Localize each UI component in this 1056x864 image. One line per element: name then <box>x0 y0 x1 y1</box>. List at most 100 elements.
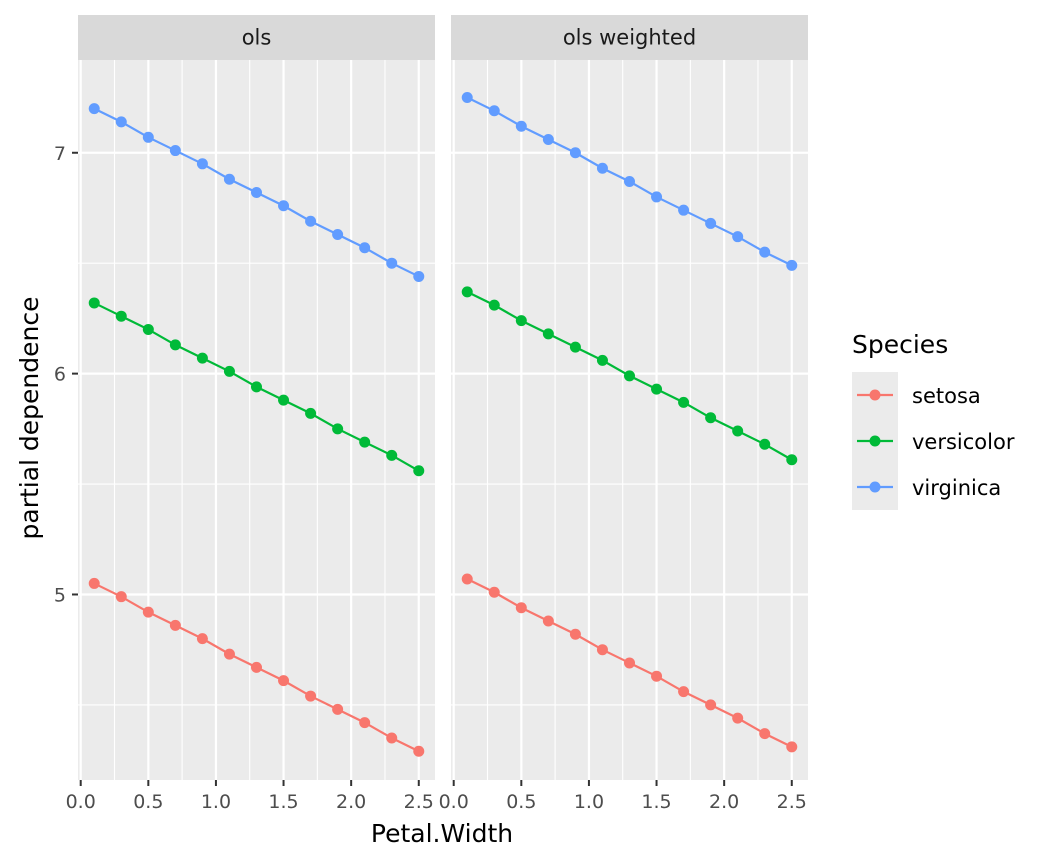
data-point-setosa <box>115 591 127 603</box>
data-point-setosa <box>651 670 663 682</box>
data-point-virginica <box>223 173 235 185</box>
facet-strip-label: ols <box>242 26 272 50</box>
x-axis-title: Petal.Width <box>371 819 513 848</box>
x-tick-label: 1.5 <box>268 791 298 813</box>
legend-key-point-versicolor <box>869 435 881 447</box>
data-point-virginica <box>515 120 527 132</box>
data-point-setosa <box>488 586 500 598</box>
data-point-virginica <box>678 204 690 216</box>
y-axis-title: partial dependence <box>15 297 44 540</box>
data-point-virginica <box>278 200 290 212</box>
legend-key-point-setosa <box>869 389 881 401</box>
data-point-versicolor <box>569 341 581 353</box>
data-point-setosa <box>142 606 154 618</box>
x-tick-label: 2.0 <box>709 791 739 813</box>
legend-label-setosa: setosa <box>912 384 981 408</box>
data-point-versicolor <box>196 352 208 364</box>
data-point-setosa <box>542 615 554 627</box>
data-point-virginica <box>196 158 208 170</box>
panel-1: ols 0.0 0.5 1.0 1.5 2.0 2.5 5 6 7 <box>54 15 435 813</box>
data-point-versicolor <box>169 339 181 351</box>
data-point-versicolor <box>759 438 771 450</box>
data-point-versicolor <box>651 383 663 395</box>
data-point-setosa <box>569 628 581 640</box>
data-point-virginica <box>88 103 100 115</box>
data-point-versicolor <box>359 436 371 448</box>
data-point-versicolor <box>705 412 717 424</box>
data-point-virginica <box>142 131 154 143</box>
data-point-virginica <box>115 116 127 128</box>
data-point-setosa <box>705 699 717 711</box>
series-versicolor <box>461 286 798 466</box>
data-point-setosa <box>386 732 398 744</box>
data-point-virginica <box>488 105 500 117</box>
panel-background <box>78 60 435 780</box>
facet-strip <box>78 15 435 60</box>
data-point-versicolor <box>732 425 744 437</box>
x-tick-label: 2.0 <box>336 791 366 813</box>
data-point-setosa <box>278 675 290 687</box>
data-point-virginica <box>651 191 663 203</box>
panels-layer: ols 0.0 0.5 1.0 1.5 2.0 2.5 5 6 7 ols weighted 0.0 0… <box>54 15 808 813</box>
legend: Species setosa versicolor virginica <box>852 330 1015 510</box>
data-point-versicolor <box>223 365 235 377</box>
series-virginica <box>88 103 425 282</box>
data-point-virginica <box>542 134 554 146</box>
legend-label-virginica: virginica <box>912 476 1001 500</box>
legend-keys: setosa versicolor virginica <box>852 372 1015 510</box>
data-point-virginica <box>732 231 744 243</box>
data-point-versicolor <box>624 370 635 382</box>
data-point-setosa <box>678 686 690 698</box>
x-tick-label: 0.0 <box>439 791 469 813</box>
data-point-setosa <box>596 644 608 656</box>
x-tick-label: 1.5 <box>641 791 671 813</box>
panel-2: ols weighted 0.0 0.5 1.0 1.5 2.0 2.5 <box>439 15 808 813</box>
data-point-versicolor <box>251 381 262 393</box>
data-point-versicolor <box>386 449 398 461</box>
panel-background <box>451 60 808 780</box>
data-point-versicolor <box>305 407 317 419</box>
data-point-setosa <box>515 602 527 614</box>
legend-label-versicolor: versicolor <box>912 430 1015 454</box>
data-point-versicolor <box>461 286 473 298</box>
y-tick-label: 5 <box>54 584 66 606</box>
facet-strip-label: ols weighted <box>563 26 696 50</box>
data-point-versicolor <box>786 454 798 466</box>
data-point-versicolor <box>115 310 127 322</box>
data-point-virginica <box>705 217 717 229</box>
data-point-versicolor <box>142 323 154 335</box>
data-point-virginica <box>596 162 608 174</box>
x-tick-label: 0.0 <box>66 791 96 813</box>
y-tick-label: 7 <box>54 143 66 165</box>
data-point-setosa <box>461 573 473 585</box>
y-tick-label: 6 <box>54 364 66 386</box>
data-point-setosa <box>624 657 635 669</box>
x-tick-label: 1.0 <box>201 791 231 813</box>
data-point-setosa <box>332 703 344 715</box>
data-point-virginica <box>569 147 581 159</box>
series-setosa <box>88 577 425 757</box>
series-versicolor <box>88 297 425 477</box>
data-point-versicolor <box>515 315 527 327</box>
x-tick-label: 0.5 <box>133 791 163 813</box>
x-tick-label: 0.5 <box>506 791 536 813</box>
x-tick-label: 2.5 <box>404 791 434 813</box>
data-point-setosa <box>413 745 425 757</box>
data-point-virginica <box>169 145 181 157</box>
data-point-virginica <box>386 257 398 269</box>
data-point-virginica <box>359 242 371 254</box>
x-tick-label: 1.0 <box>574 791 604 813</box>
legend-title: Species <box>852 330 948 359</box>
data-point-setosa <box>786 741 798 753</box>
data-point-setosa <box>359 717 371 729</box>
legend-key-point-virginica <box>869 481 881 493</box>
data-point-versicolor <box>413 465 425 477</box>
data-point-virginica <box>413 270 425 282</box>
data-point-setosa <box>196 633 208 645</box>
data-point-virginica <box>624 175 635 187</box>
data-point-versicolor <box>278 394 290 406</box>
data-point-setosa <box>88 577 100 589</box>
data-point-virginica <box>305 215 317 227</box>
data-point-versicolor <box>88 297 100 309</box>
